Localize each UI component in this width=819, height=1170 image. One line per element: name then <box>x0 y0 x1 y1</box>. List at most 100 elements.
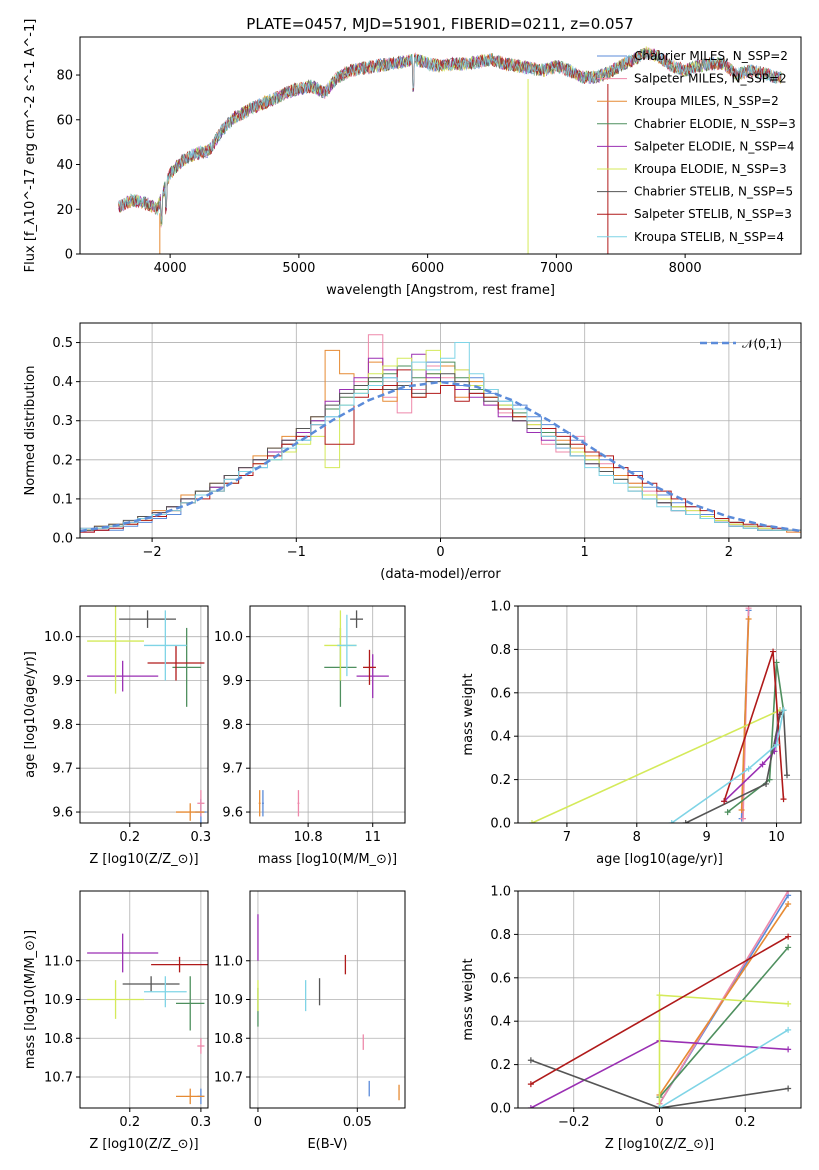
error-bar-point <box>87 933 159 973</box>
x-tick-label: 11 <box>364 830 381 845</box>
mass-weight-marker <box>656 1105 663 1108</box>
subplot-4: 7 8 9 10 0.0 0.2 0.4 0.6 0.8 1.0 age [log10(age/yr… <box>461 600 802 867</box>
mass-weight-line <box>727 662 785 813</box>
x-tick-label: 7 <box>563 830 571 845</box>
plot-area <box>528 606 791 823</box>
x-axis-label: Z [log10(Z/Z_⊙)] <box>89 1137 198 1152</box>
x-tick-label: 0.2 <box>119 1115 140 1130</box>
legend-label: Kroupa MILES, N_SSP=2 <box>634 94 779 108</box>
axes-frame <box>79 36 802 255</box>
y-tick-label: 0.1 <box>52 492 73 507</box>
mass-weight-line <box>530 935 789 1085</box>
mass-weight-marker <box>785 891 792 894</box>
mass-weight-marker <box>527 1057 534 1064</box>
error-bar-point <box>151 956 208 973</box>
x-axis-label: wavelength [Angstrom, rest frame] <box>326 283 555 298</box>
plot-area <box>87 933 208 1105</box>
plot-area <box>527 891 792 1108</box>
y-tick-label: 1.0 <box>490 600 511 615</box>
y-tick-label: 10.7 <box>44 1071 73 1086</box>
x-tick-label: 0.3 <box>191 1115 212 1130</box>
y-axis-label: age [log10(age/yr)] <box>23 651 38 778</box>
x-axis-label: Z [log10(Z/Z_⊙)] <box>89 852 198 867</box>
error-bar-point <box>176 803 205 821</box>
legend-label: Chabrier STELIB, N_SSP=5 <box>634 185 793 199</box>
y-tick-label: 0.4 <box>490 1015 511 1030</box>
mass-weight-marker <box>738 806 745 813</box>
mass-weight-marker <box>745 765 752 772</box>
error-bar-point <box>87 606 144 694</box>
mass-weight-marker <box>785 901 792 908</box>
subplot-0: 4000 5000 6000 7000 8000 0 20 40 60 80 wavelength … <box>23 19 802 298</box>
x-tick-label: 8000 <box>669 261 702 276</box>
y-tick-label: 10.8 <box>214 1032 243 1047</box>
error-bar-point <box>297 790 300 817</box>
plot-area <box>257 914 400 1101</box>
mass-weight-line <box>671 710 785 823</box>
mass-weight-marker <box>784 772 791 779</box>
y-tick-label: 80 <box>56 69 73 84</box>
y-tick-label: 20 <box>56 203 73 218</box>
legend-label: Chabrier MILES, N_SSP=2 <box>634 49 788 63</box>
mass-weight-marker <box>780 796 787 803</box>
y-tick-label: 0.6 <box>490 686 511 701</box>
x-tick-label: 0.2 <box>735 1115 756 1130</box>
subplot-3: 10.8 11 9.6 9.7 9.8 9.9 10.0 mass [log10(M/M_⊙)… <box>214 605 406 867</box>
error-bar-point <box>122 976 180 992</box>
subplot-7: −0.2 0 0.2 0.0 0.2 0.4 0.6 0.8 1.0 Z [log10(Z/Z_⊙… <box>461 885 802 1152</box>
y-tick-label: 10.9 <box>214 993 243 1008</box>
x-tick-label: 6000 <box>411 261 444 276</box>
plot-area <box>118 46 782 254</box>
axes-frame <box>517 605 802 824</box>
subplot-6: 0 0.05 10.7 10.8 10.9 11.0 E(B-V) <box>214 890 406 1152</box>
y-tick-label: 10.8 <box>44 1032 73 1047</box>
y-axis-label: mass [log10(M/M_⊙)] <box>23 930 38 1069</box>
legend-label: Kroupa STELIB, N_SSP=4 <box>634 230 784 244</box>
error-bar-point <box>356 654 389 699</box>
axes-frame <box>79 605 209 824</box>
plot-area <box>258 610 389 817</box>
y-tick-label: 0.2 <box>490 773 511 788</box>
y-tick-label: 0.6 <box>490 971 511 986</box>
x-tick-label: 0.2 <box>119 830 140 845</box>
x-tick-label: 8 <box>633 830 641 845</box>
y-axis-label: Flux [f_λ10^-17 erg cm^-2 s^-1 A^-1] <box>23 19 38 273</box>
y-tick-label: 9.6 <box>222 806 243 821</box>
y-tick-label: 9.8 <box>222 718 243 733</box>
error-bar-point <box>197 1038 205 1054</box>
y-tick-label: 0.0 <box>490 1102 511 1117</box>
x-axis-label: E(B-V) <box>307 1137 347 1152</box>
y-tick-label: 0.5 <box>52 336 73 351</box>
mass-weight-marker <box>785 1046 792 1053</box>
mass-weight-line <box>530 1059 789 1108</box>
x-tick-label: 0 <box>254 1115 262 1130</box>
plot-area <box>80 334 801 538</box>
mass-weight-marker <box>745 616 752 623</box>
y-tick-label: 10.0 <box>44 630 73 645</box>
mass-weight-marker <box>682 820 689 823</box>
y-tick-label: 10.7 <box>214 1071 243 1086</box>
y-tick-label: 9.8 <box>52 718 73 733</box>
mass-weight-marker <box>528 820 535 823</box>
mass-weight-marker <box>785 1000 792 1007</box>
x-tick-label: 0.05 <box>343 1115 372 1130</box>
error-bar-point <box>363 649 376 685</box>
x-axis-label: mass [log10(M/M_⊙)] <box>258 852 397 867</box>
y-tick-label: 0.2 <box>490 1058 511 1073</box>
error-bar-point <box>144 976 187 1008</box>
y-tick-label: 11.0 <box>44 954 73 969</box>
error-bar-point <box>261 790 264 817</box>
mass-weight-line <box>658 946 789 1098</box>
x-tick-label: 10 <box>768 830 785 845</box>
mass-weight-marker <box>770 648 777 655</box>
legend-label: 𝒩(0,1) <box>742 337 782 351</box>
histogram-steps <box>80 342 801 538</box>
y-tick-label: 0.4 <box>490 730 511 745</box>
mass-weight-marker <box>785 933 792 940</box>
x-tick-label: −1 <box>287 545 306 560</box>
mass-weight-marker <box>763 780 770 787</box>
y-axis-label: mass weight <box>461 673 476 755</box>
error-bar-point <box>176 1088 205 1105</box>
error-bar-point <box>119 610 176 628</box>
